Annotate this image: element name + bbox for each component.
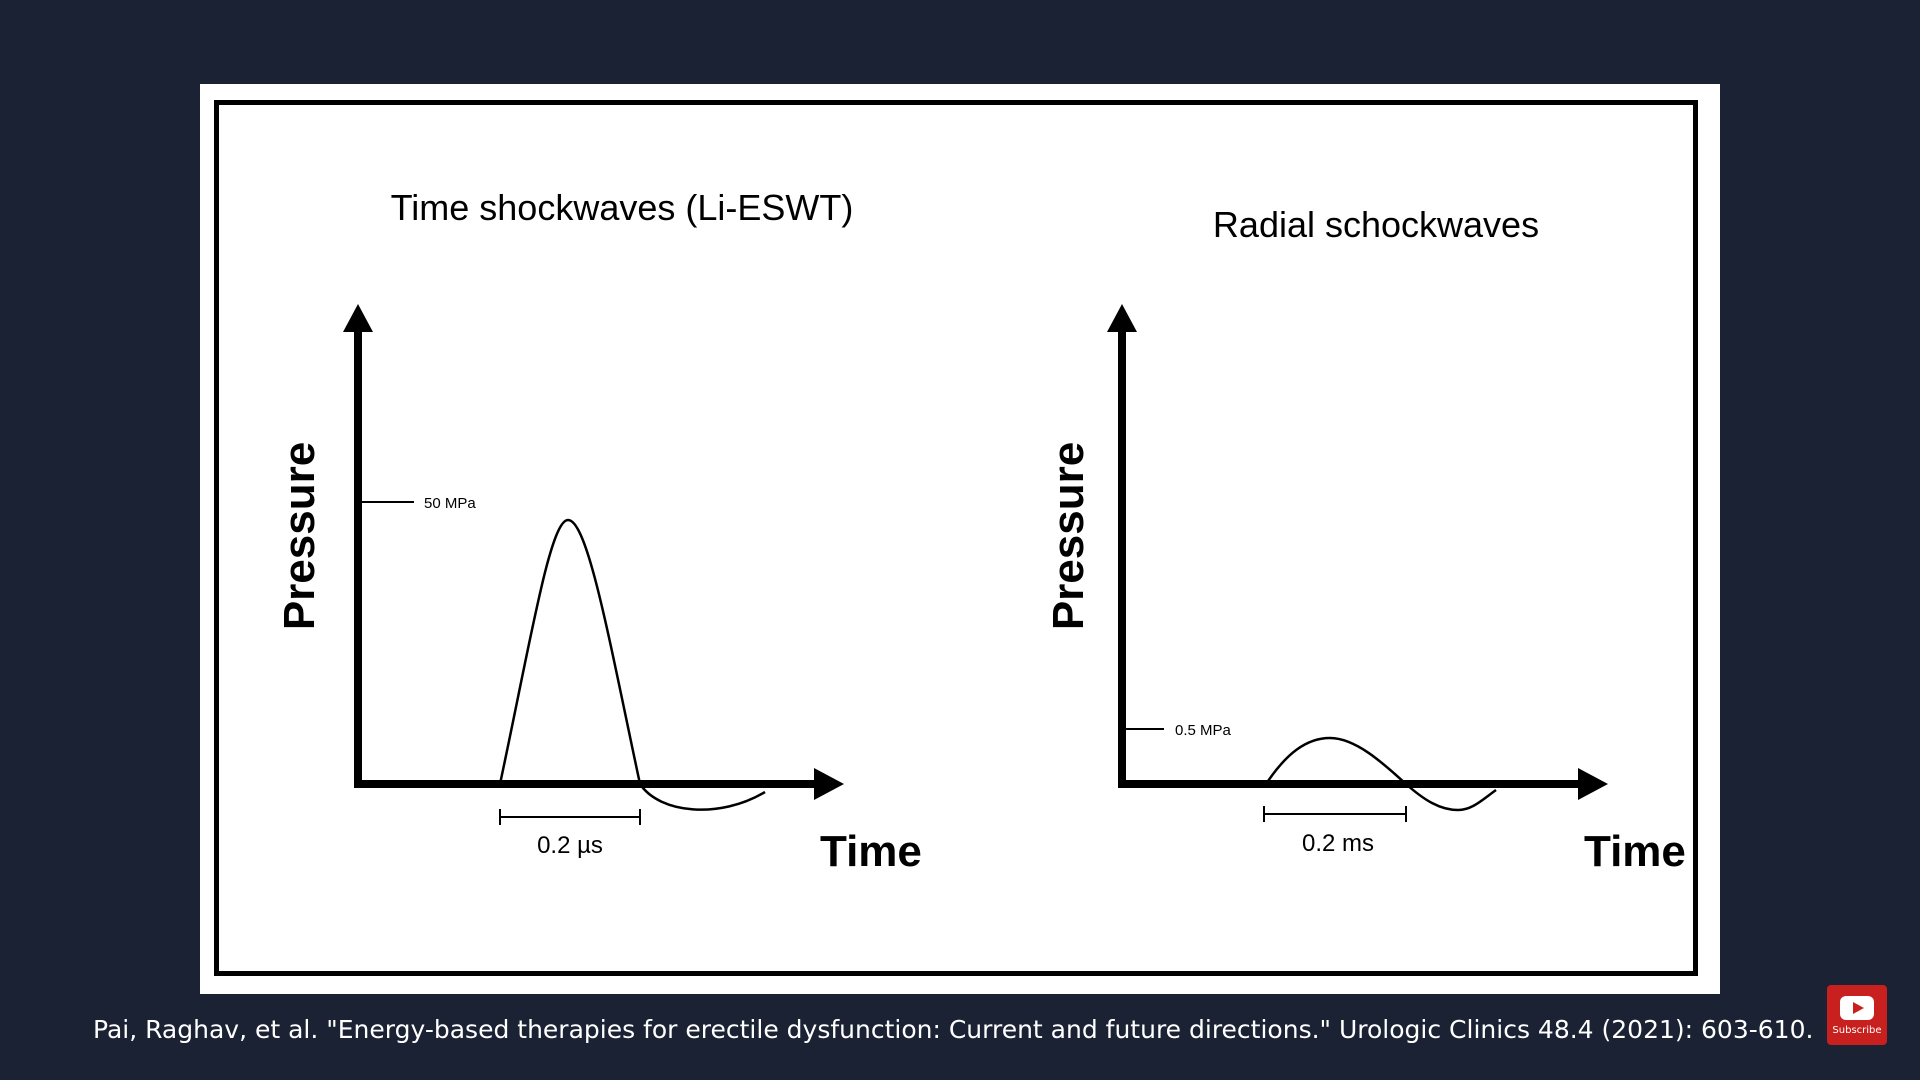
left-x-axis-arrow-icon — [814, 768, 844, 800]
right-x-axis-arrow-icon — [1578, 768, 1608, 800]
subscribe-button[interactable]: Subscribe — [1827, 985, 1887, 1045]
left-pressure-marker: 50 MPa — [424, 495, 476, 512]
youtube-play-icon — [1840, 996, 1874, 1020]
right-pressure-marker: 0.5 MPa — [1175, 722, 1232, 739]
citation-caption: Pai, Raghav, et al. "Energy-based therap… — [93, 1015, 1814, 1044]
right-y-axis-label: Pressure — [1044, 442, 1093, 630]
left-duration-label: 0.2 µs — [537, 832, 603, 859]
left-title: Time shockwaves (Li-ESWT) — [391, 187, 854, 228]
left-waveform — [498, 518, 766, 811]
left-x-axis-label: Time — [820, 827, 922, 876]
left-diagram: Time shockwaves (Li-ESWT) 50 MPa Pressur… — [275, 187, 922, 876]
right-x-axis-label: Time — [1584, 827, 1686, 876]
figure-panel: Time shockwaves (Li-ESWT) 50 MPa Pressur… — [200, 84, 1720, 994]
right-title: Radial schockwaves — [1213, 204, 1539, 245]
left-y-axis-label: Pressure — [275, 442, 324, 630]
subscribe-label: Subscribe — [1832, 1025, 1882, 1036]
left-y-axis-arrow-icon — [343, 304, 373, 332]
shockwave-diagram: Time shockwaves (Li-ESWT) 50 MPa Pressur… — [275, 187, 1686, 876]
figure-border — [214, 100, 1698, 976]
right-y-axis-arrow-icon — [1107, 304, 1137, 332]
right-waveform — [1264, 736, 1497, 812]
right-duration-label: 0.2 ms — [1302, 830, 1374, 857]
right-diagram: Radial schockwaves 0.5 MPa Pressure 0.2 … — [1044, 204, 1686, 876]
